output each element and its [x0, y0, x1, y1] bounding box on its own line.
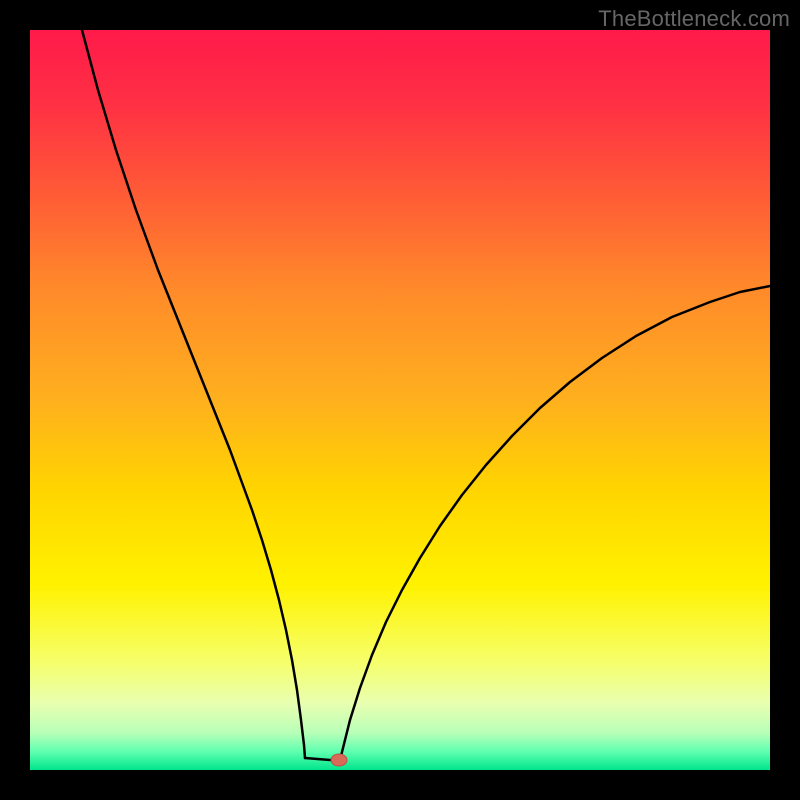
chart-plot-area: [30, 30, 770, 770]
watermark-text: TheBottleneck.com: [598, 6, 790, 32]
chart-svg: [0, 0, 800, 800]
bottleneck-chart: TheBottleneck.com: [0, 0, 800, 800]
optimal-point-marker: [331, 754, 347, 766]
